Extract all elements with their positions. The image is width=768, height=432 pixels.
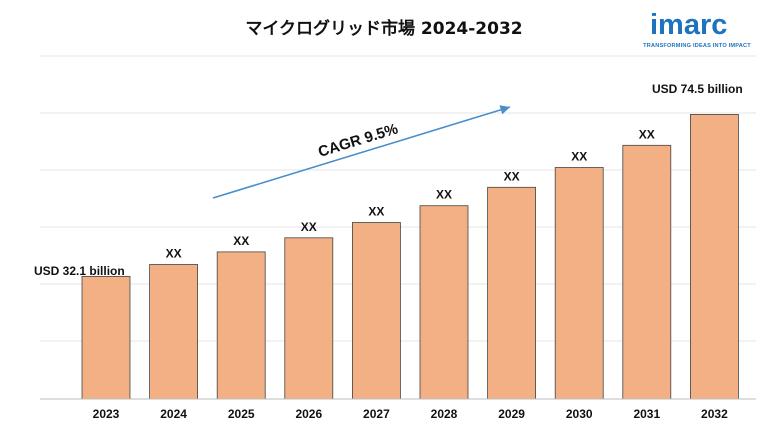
x-tick-2031: 2031 [633, 407, 660, 421]
bar-label-2029: XX [504, 169, 520, 183]
cagr-arrow [212, 105, 511, 199]
bar-2030 [554, 167, 604, 400]
bar-2025 [216, 251, 266, 400]
logo-wordmark: imarc [650, 9, 728, 41]
bar-label-2030: XX [571, 150, 587, 164]
bar-2031 [622, 144, 672, 400]
cagr-label: CAGR 9.5% [316, 120, 400, 160]
x-tick-2029: 2029 [498, 407, 525, 421]
bar-label-2026: XX [301, 220, 317, 234]
x-tick-2030: 2030 [566, 407, 593, 421]
logo-tagline: TRANSFORMING IDEAS INTO IMPACT [643, 43, 751, 49]
bar-2023 [81, 275, 131, 400]
x-tick-2024: 2024 [160, 407, 187, 421]
x-axis-tick-labels: 2023 2024 2025 2026 2027 2028 2029 2030 2031 2032 [93, 407, 728, 421]
bar-2026 [284, 237, 334, 400]
x-tick-2032: 2032 [701, 407, 728, 421]
x-tick-2028: 2028 [431, 407, 458, 421]
x-tick-2026: 2026 [295, 407, 322, 421]
bar-label-2028: XX [436, 188, 452, 202]
bar-label-2027: XX [368, 205, 384, 219]
end-value-label: USD 74.5 billion [652, 82, 743, 96]
bar-label-2024: XX [166, 247, 182, 261]
x-tick-2027: 2027 [363, 407, 390, 421]
bar-value-labels: XX XX XX XX XX XX XX XX [166, 127, 655, 260]
x-tick-2023: 2023 [93, 407, 120, 421]
start-value-label: USD 32.1 billion [34, 264, 125, 278]
x-tick-2025: 2025 [228, 407, 255, 421]
bar-2024 [149, 264, 199, 400]
bar-2029 [487, 186, 537, 400]
bars [81, 114, 739, 400]
chart-title: マイクログリッド市場 2024-2032 [245, 19, 523, 39]
cagr-annotation: CAGR 9.5% [212, 105, 511, 199]
bar-label-2031: XX [639, 127, 655, 141]
bar-2027 [351, 222, 401, 400]
bar-2032 [690, 114, 739, 400]
imarc-logo: imarc TRANSFORMING IDEAS INTO IMPACT [638, 6, 756, 50]
bar-2028 [419, 205, 469, 400]
bar-label-2025: XX [233, 234, 249, 248]
